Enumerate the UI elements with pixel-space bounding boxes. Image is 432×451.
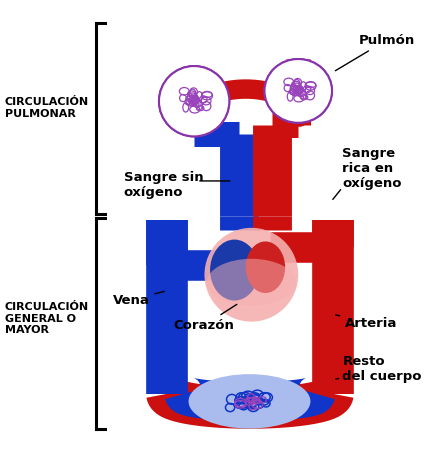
Text: Resto
del cuerpo: Resto del cuerpo xyxy=(342,354,422,382)
Ellipse shape xyxy=(207,259,296,306)
Text: CIRCULACIÓN
PULMONAR: CIRCULACIÓN PULMONAR xyxy=(5,97,89,119)
Text: Vena: Vena xyxy=(113,291,164,307)
Text: Arteria: Arteria xyxy=(336,315,397,330)
Ellipse shape xyxy=(188,374,311,428)
Ellipse shape xyxy=(204,228,298,322)
Ellipse shape xyxy=(246,241,285,293)
Text: Corazón: Corazón xyxy=(174,304,237,332)
Ellipse shape xyxy=(264,59,332,123)
Ellipse shape xyxy=(264,59,332,123)
Text: Pulmón: Pulmón xyxy=(335,34,415,71)
Ellipse shape xyxy=(210,239,259,300)
Text: Sangre sin
oxígeno: Sangre sin oxígeno xyxy=(124,170,203,199)
Ellipse shape xyxy=(159,66,229,136)
Text: CIRCULACIÓN
GENERAL O
MAYOR: CIRCULACIÓN GENERAL O MAYOR xyxy=(5,302,89,336)
Text: Sangre
rica en
oxígeno: Sangre rica en oxígeno xyxy=(342,147,402,190)
Ellipse shape xyxy=(159,66,229,136)
